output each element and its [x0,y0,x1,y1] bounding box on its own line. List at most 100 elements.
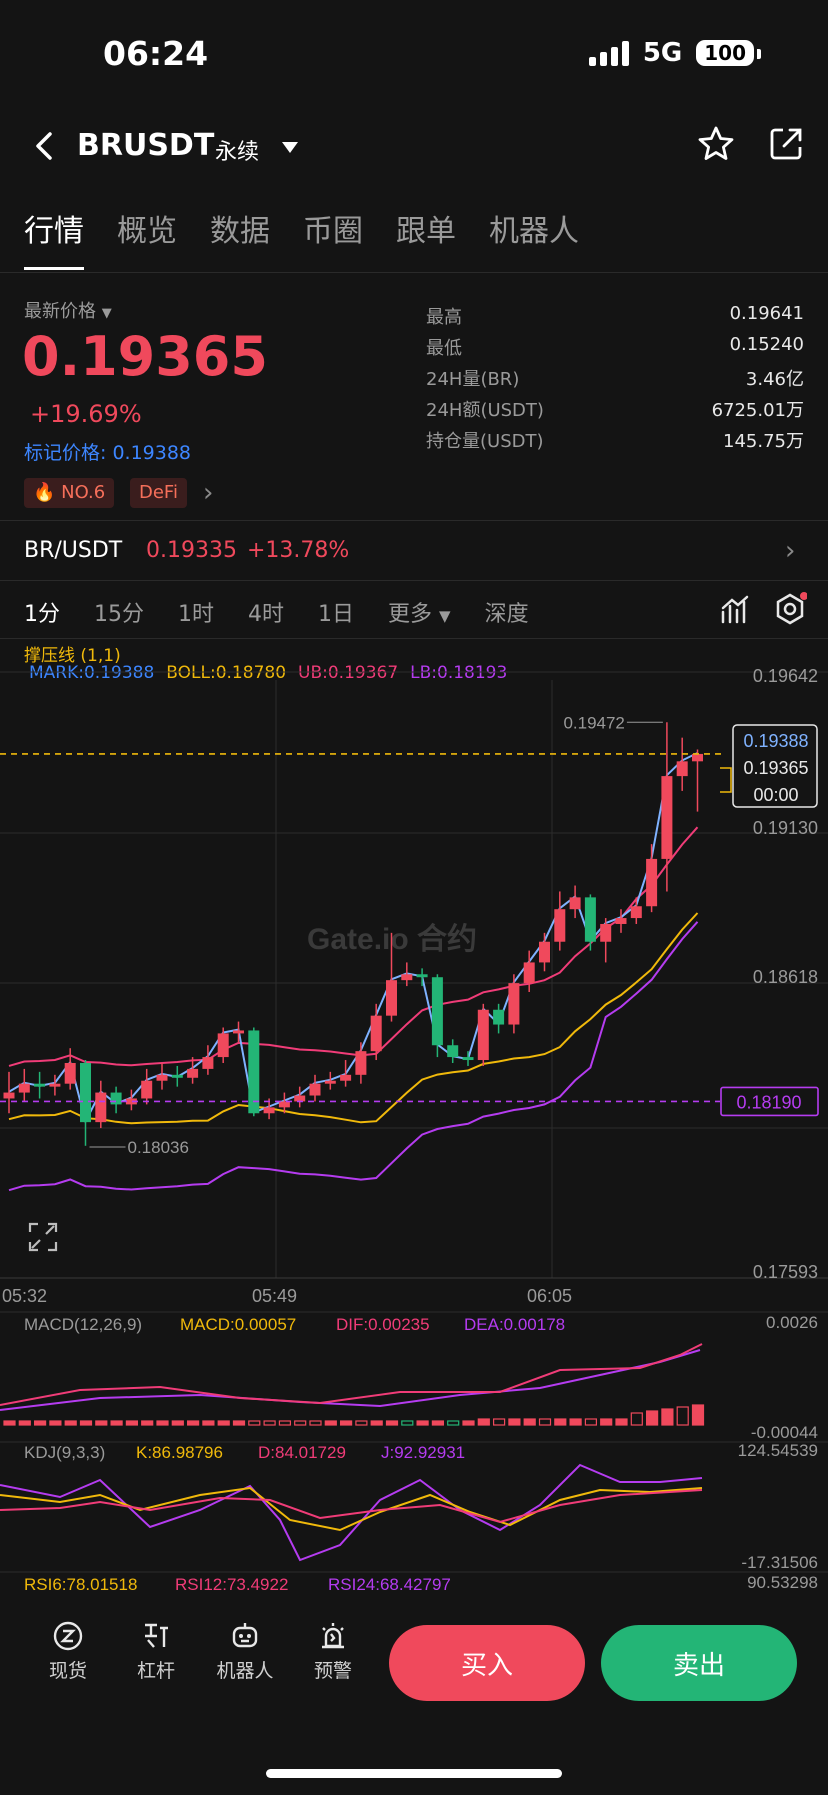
tab-data[interactable]: 数据 [210,214,270,249]
spot-icon [53,1621,83,1651]
nav-spot[interactable]: 现货 [46,1620,90,1683]
tab-overview[interactable]: 概览 [117,214,177,249]
chart-overlay: 0.19642 0.19130 0.18618 0.17593 0.18190 0.194… [0,666,819,1306]
interval-1m[interactable]: 1分 [24,602,60,627]
y-axis-label: 0.19642 [753,666,818,686]
macd-bar [584,1418,598,1426]
alarm-icon [322,1623,344,1649]
nav-alerts[interactable]: 预警 [311,1620,355,1683]
candle-body [493,1009,505,1025]
macd-bar [630,1412,643,1426]
ub-value: UB:0.19367 [298,663,399,683]
chevron-right-icon[interactable]: › [203,478,214,508]
macd-bar [49,1420,62,1426]
candle-body [248,1030,260,1114]
dea-value: DEA:0.00178 [464,1315,565,1334]
latest-price-label[interactable]: 最新价格 ▼ [24,297,112,323]
boll-legend: MARK:0.19388 BOLL:0.18780 UB:0.19367 LB:0.1… [29,663,519,683]
sell-button[interactable]: 卖出 [601,1625,797,1701]
rsi12-value: RSI12:73.4922 [175,1575,288,1594]
macd-bar [141,1420,154,1426]
indicator-chart-icon[interactable] [720,594,750,626]
candle-body [692,753,703,762]
rsi6-value: RSI6:78.01518 [24,1575,137,1594]
fullscreen-icon[interactable] [28,1222,58,1252]
tab-community[interactable]: 币圈 [303,214,363,249]
nav-margin[interactable]: 杠杆 [134,1620,178,1683]
divider [0,580,828,581]
macd-bar [676,1406,689,1426]
macd-value: MACD:0.00057 [180,1315,296,1334]
rank-tag[interactable]: 🔥 NO.6 [24,478,115,508]
candle-body [278,1101,290,1108]
nav-bots[interactable]: 机器人 [214,1620,276,1683]
macd-bar [202,1420,215,1426]
contract-type[interactable]: 永续 [215,140,260,165]
kline-chart[interactable]: Gate.io 合约 0.196420.191300.186180.175930… [0,650,828,1610]
divider [0,520,828,521]
margin-icon [145,1623,168,1648]
signal-icon [588,40,629,66]
interval-1h[interactable]: 1时 [178,602,214,627]
macd-bar [324,1420,337,1426]
chevron-down-icon[interactable] [282,142,298,153]
chevron-right-icon[interactable]: › [785,536,796,566]
home-indicator[interactable] [266,1769,562,1778]
network-label: 5G [642,38,683,68]
macd-bar [217,1420,230,1426]
macd-bar [554,1418,567,1426]
mark-value: MARK:0.19388 [29,663,155,683]
star-icon[interactable] [696,124,736,164]
macd-bar [3,1420,16,1426]
indicator-name[interactable]: 撑压线 (1,1) [24,646,121,666]
candle-body [294,1095,306,1102]
macd-bar [232,1420,246,1426]
candle-body [18,1083,30,1093]
depth-tab[interactable]: 深度 [484,602,529,627]
stat-label: 持仓量(USDT) [426,431,544,452]
macd-bar [309,1420,322,1426]
stat-value: 3.46亿 [745,369,804,390]
candle-body [80,1062,91,1123]
candle-body [401,974,413,981]
macd-bar [79,1420,93,1426]
spot-pair[interactable]: BR/USDT [24,538,123,563]
spot-change: +13.78% [247,538,350,563]
interval-15m[interactable]: 15分 [94,602,144,627]
candle-body [110,1092,122,1105]
candle-body [263,1107,275,1114]
candle-body [477,1009,489,1061]
macd-bar [477,1418,490,1426]
k-value: K:86.98796 [136,1443,223,1462]
tab-market[interactable]: 行情 [24,206,84,270]
dif-value: DIF:0.00235 [336,1315,430,1334]
more-label: 更多 [388,602,433,627]
interval-1d[interactable]: 1日 [318,602,354,627]
macd-bottom: -0.00044 [751,1423,818,1442]
candle-body [661,776,673,859]
caret-down-icon: ▼ [439,607,451,625]
header: BRUSDT 永续 [0,120,828,176]
d-line [0,1489,703,1524]
lb-value: LB:0.18193 [410,663,508,683]
time-label: 06:05 [527,1286,572,1306]
buy-button[interactable]: 买入 [389,1625,585,1701]
candle-body [217,1033,229,1058]
back-arrow-icon[interactable] [28,126,60,166]
more-intervals[interactable]: 更多 ▼ [388,596,451,628]
rsi24-value: RSI24:68.42797 [328,1575,451,1594]
y-axis-label: 0.18618 [753,967,818,987]
d-value: D:84.01729 [258,1443,346,1462]
rsi-top: 90.53298 [747,1573,818,1592]
stat-label: 最低 [426,338,462,359]
macd-bar [33,1420,47,1426]
interval-4h[interactable]: 4时 [248,602,284,627]
sub-indicators: MACD(12,26,9) MACD:0.00057 DIF:0.00235 DEA:… [0,1313,818,1594]
tab-copy-trading[interactable]: 跟单 [396,214,456,249]
category-tag[interactable]: DeFi [130,478,187,508]
symbol-title[interactable]: BRUSDT [77,128,215,163]
settings-icon[interactable] [773,592,807,626]
share-icon[interactable] [766,124,806,164]
rank-tag-label: NO.6 [61,482,106,503]
tab-bots[interactable]: 机器人 [489,214,579,249]
